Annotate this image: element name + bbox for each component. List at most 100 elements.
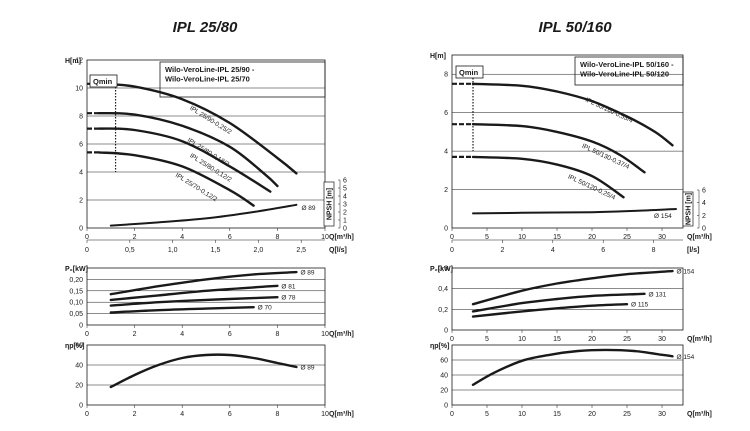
head-curve-ipl-25-70-0-12-2 xyxy=(97,151,255,207)
efficiency-xtick: 6 xyxy=(228,411,232,418)
power-curve-81 xyxy=(109,284,279,302)
head-xtick: 8 xyxy=(275,234,279,241)
power-xtick: 15 xyxy=(553,336,561,343)
head-xtick: 0 xyxy=(85,234,89,241)
qmin-label: Qmin xyxy=(93,77,113,86)
ls-tick: 2 xyxy=(500,247,504,254)
efficiency-xtick: 25 xyxy=(623,411,631,418)
power-panel: 0 0,2 0,4 0,6 0 5 10 15 20 25 30 Q[m³/h] P₂[kW] Ø 154… xyxy=(430,266,712,344)
efficiency-curve-89 xyxy=(109,353,298,389)
ls-axis-label: Q[l/s] xyxy=(329,247,347,254)
power-xtick: 6 xyxy=(228,331,232,338)
head-xtick: 25 xyxy=(623,234,631,241)
npsh-label-box xyxy=(323,181,335,227)
power-ylabel: P₂[kW] xyxy=(65,266,88,273)
efficiency-xlabel: Q[m³/h] xyxy=(329,411,354,418)
head-ytick: 2 xyxy=(444,187,448,194)
efficiency-series-label: Ø 89 xyxy=(300,365,314,372)
npsh-tick: 6 xyxy=(343,178,347,185)
npsh-curve xyxy=(109,203,298,227)
head-curve-ipl-25-80-0-18-2 xyxy=(97,111,279,188)
head-xlabel: Q[m³/h] xyxy=(687,234,712,241)
power-curve-78 xyxy=(109,296,279,307)
legend-entry: Wilo-VeroLine-IPL 25/90 - xyxy=(165,65,255,74)
power-xtick: 30 xyxy=(658,336,666,343)
power-xtick: 20 xyxy=(588,336,596,343)
efficiency-ytick: 0 xyxy=(444,403,448,410)
efficiency-xtick: 2 xyxy=(133,411,137,418)
ls-tick: 0 xyxy=(450,247,454,254)
legend: Wilo-VeroLine-IPL 25/90 -Wilo-VeroLine-I… xyxy=(159,61,326,98)
head-ytick: 0 xyxy=(79,226,83,233)
head-xtick: 30 xyxy=(658,234,666,241)
power-curve-89 xyxy=(109,270,298,296)
efficiency-xtick: 0 xyxy=(85,411,89,418)
power-curve-154 xyxy=(471,269,674,306)
npsh-tick: 2 xyxy=(702,213,706,220)
power-xtick: 0 xyxy=(450,336,454,343)
head-ylabel: H[m] xyxy=(65,58,81,65)
chart-title: IPL 50/160 xyxy=(538,19,612,36)
power-ytick: 0,4 xyxy=(438,286,448,293)
head-ytick: 4 xyxy=(79,170,83,177)
npsh-tick: 0 xyxy=(702,226,706,233)
power-ytick: 0,10 xyxy=(69,300,83,307)
head-xtick: 0 xyxy=(450,234,454,241)
head-xtick: 6 xyxy=(228,234,232,241)
head-ytick: 6 xyxy=(444,110,448,117)
power-xtick: 4 xyxy=(180,331,184,338)
head-ytick: 6 xyxy=(79,142,83,149)
power-series-label: Ø 115 xyxy=(631,302,649,309)
head-frame xyxy=(451,54,684,229)
power-xtick: 5 xyxy=(485,336,489,343)
head-xtick: 10 xyxy=(518,234,526,241)
power-curve-131 xyxy=(471,292,646,313)
head-xtick: 4 xyxy=(180,234,184,241)
npsh-label-box xyxy=(682,191,694,227)
power-xtick: 25 xyxy=(623,336,631,343)
efficiency-xtick: 5 xyxy=(485,411,489,418)
efficiency-xtick: 10 xyxy=(321,411,329,418)
power-ytick: 0,6 xyxy=(438,266,448,273)
npsh-axis: 0 2 4 6 NPSH [m] xyxy=(682,188,706,233)
power-curve-70 xyxy=(109,306,255,314)
ls-tick: 2,5 xyxy=(296,247,306,254)
power-xtick: 2 xyxy=(133,331,137,338)
power-ytick: 0,05 xyxy=(69,311,83,318)
npsh-tick: 2 xyxy=(343,210,347,217)
qmin-marker: Qmin xyxy=(455,65,484,152)
efficiency-xlabel: Q[m³/h] xyxy=(687,411,712,418)
power-ytick: 0 xyxy=(444,328,448,335)
head-curve-ipl-50-130-0-37-4 xyxy=(471,123,646,174)
efficiency-xtick: 4 xyxy=(180,411,184,418)
efficiency-xtick: 10 xyxy=(518,411,526,418)
head-curve-ipl-25-80-0-12-2 xyxy=(97,127,272,193)
power-series-label: Ø 70 xyxy=(258,305,272,312)
qmin-box xyxy=(455,65,484,79)
efficiency-xtick: 8 xyxy=(275,411,279,418)
power-ytick: 0,2 xyxy=(438,307,448,314)
power-xtick: 10 xyxy=(518,336,526,343)
legend-box xyxy=(574,56,684,86)
head-xtick: 20 xyxy=(588,234,596,241)
power-ytick: 0 xyxy=(79,323,83,330)
head-curve-label: IPL 50/160-0,55/4 xyxy=(584,97,634,125)
efficiency-ytick: 60 xyxy=(440,358,448,365)
efficiency-ytick: 60 xyxy=(75,343,83,350)
ls-tick: 6 xyxy=(601,247,605,254)
npsh-tick: 1 xyxy=(343,218,347,225)
head-ytick: 10 xyxy=(75,86,83,93)
efficiency-xtick: 20 xyxy=(588,411,596,418)
ls-tick: 4 xyxy=(551,247,555,254)
power-series-label: Ø 131 xyxy=(649,291,667,298)
npsh-tick: 4 xyxy=(702,200,706,207)
power-ylabel: P₂[kW] xyxy=(430,266,453,273)
power-xlabel: Q[m³/h] xyxy=(687,336,712,343)
qmin-box xyxy=(89,74,118,88)
power-xtick: 10 xyxy=(321,331,329,338)
power-frame xyxy=(86,267,326,326)
head-curve-ipl-50-120-0-25-4 xyxy=(471,155,625,199)
